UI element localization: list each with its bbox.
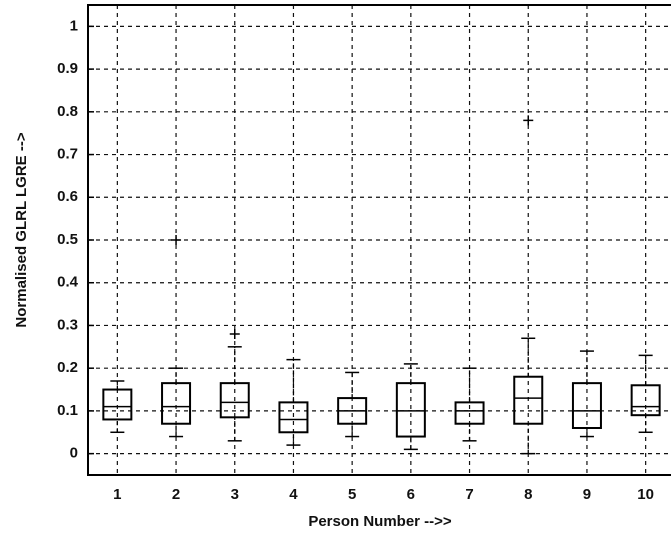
x-axis-label: Person Number -->>	[308, 513, 452, 530]
y-tick-label: 0.4	[57, 274, 79, 291]
x-tick-label: 5	[348, 486, 356, 503]
x-tick-label: 9	[583, 486, 591, 503]
x-tick-label: 3	[231, 486, 239, 503]
y-tick-label: 0.8	[57, 103, 78, 120]
x-tick-label: 1	[113, 486, 121, 503]
y-tick-label: 1	[70, 17, 78, 34]
outlier	[171, 235, 181, 245]
chart: Person Number -->> Normalised GLRL LGRE …	[0, 0, 671, 536]
y-axis-label: Normalised GLRL LGRE -->	[13, 132, 30, 327]
y-tick-label: 0.5	[57, 231, 78, 248]
x-tick-label: 2	[172, 486, 180, 503]
x-tick-label: 4	[289, 486, 298, 503]
x-tick-label: 10	[637, 486, 654, 503]
y-tick-label: 0	[70, 445, 78, 462]
y-tick-label: 0.6	[57, 188, 78, 205]
y-tick-label: 0.9	[57, 60, 78, 77]
x-tick-label: 8	[524, 486, 532, 503]
y-tick-label: 0.7	[57, 146, 78, 163]
y-tick-label: 0.3	[57, 316, 78, 333]
x-tick-label: 7	[465, 486, 473, 503]
y-tick-label: 0.2	[57, 359, 78, 376]
outlier	[523, 115, 533, 125]
outlier	[230, 329, 240, 339]
x-tick-label: 6	[407, 486, 415, 503]
y-tick-label: 0.1	[57, 402, 78, 419]
